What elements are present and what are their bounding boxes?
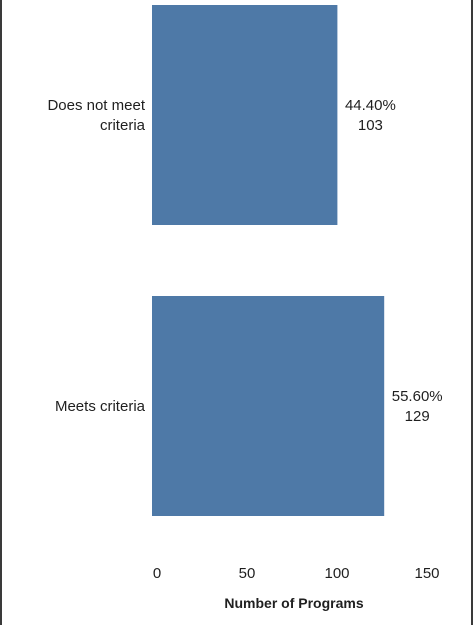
percent-label-meets-criteria: 55.60% <box>392 388 443 405</box>
x-axis-title: Number of Programs <box>224 595 363 611</box>
labels-layer: Does not meet criteria 44.40% 103 Meets crit… <box>47 97 442 425</box>
x-tick-label: 150 <box>414 565 439 582</box>
x-tick-label: 50 <box>239 565 256 582</box>
x-tick-label: 0 <box>153 565 161 582</box>
count-label-does-not-meet-criteria: 103 <box>358 117 383 134</box>
x-axis: 0 50 100 150 <box>153 565 440 582</box>
bar-does-not-meet-criteria <box>152 5 338 225</box>
category-label-does-not-meet-criteria: Does not meet criteria <box>47 97 145 134</box>
bar-meets-criteria <box>152 296 385 516</box>
percent-label-does-not-meet-criteria: 44.40% <box>345 97 396 114</box>
x-tick-label: 100 <box>324 565 349 582</box>
category-label-meets-criteria: Meets criteria <box>55 398 146 415</box>
bars-layer <box>152 5 385 516</box>
count-label-meets-criteria: 129 <box>405 408 430 425</box>
